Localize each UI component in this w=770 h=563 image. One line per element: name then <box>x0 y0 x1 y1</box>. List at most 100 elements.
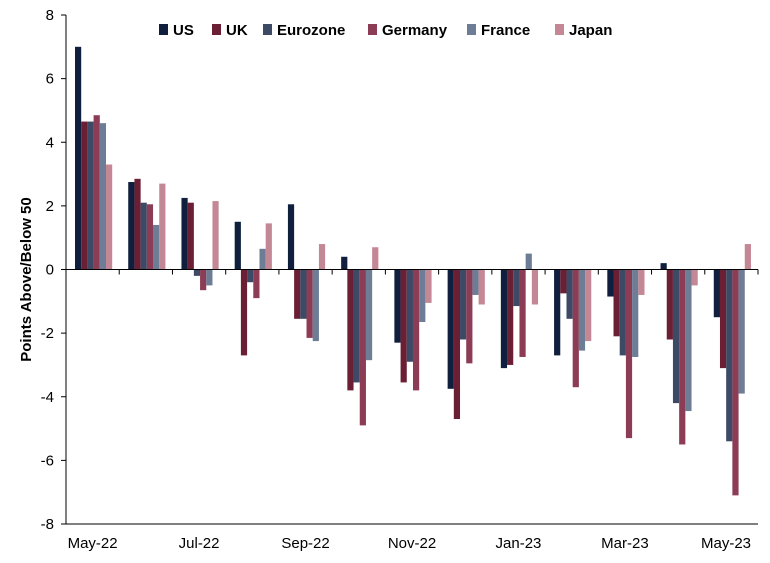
bar-japan-jul-22 <box>212 201 219 270</box>
bar-japan-jun-22 <box>159 183 166 270</box>
legend-swatch <box>368 24 377 35</box>
bar-uk-aug-22 <box>240 269 248 356</box>
y-axis-label: Points Above/Below 50 <box>18 197 35 361</box>
legend-label: Japan <box>569 22 612 39</box>
bar-japan-nov-22 <box>425 269 432 303</box>
bar-us-feb-23 <box>554 269 561 356</box>
bar-france-jan-23 <box>525 253 532 270</box>
bar-us-dec-22 <box>447 269 454 389</box>
bar-germany-mar-23 <box>625 269 633 439</box>
legend-swatch <box>263 24 272 35</box>
bar-uk-apr-23 <box>666 269 673 340</box>
bar-germany-nov-22 <box>412 269 420 391</box>
y-tick-label: 4 <box>46 134 54 151</box>
y-tick-label: 8 <box>46 7 54 24</box>
bar-eurozone-aug-22 <box>247 269 254 283</box>
legend-item-germany: Germany <box>368 22 448 39</box>
bar-uk-jan-23 <box>507 269 514 365</box>
x-tick-label: Sep-22 <box>281 535 329 552</box>
bar-eurozone-may-22 <box>87 121 94 270</box>
bar-germany-dec-22 <box>466 269 473 364</box>
bar-france-sep-22 <box>312 269 319 342</box>
bar-germany-jan-23 <box>519 269 526 357</box>
x-tick-label: May-23 <box>701 535 751 552</box>
bar-germany-jul-22 <box>200 269 207 291</box>
bar-us-mar-23 <box>607 269 614 297</box>
y-tick-label: 0 <box>46 262 54 279</box>
bar-uk-feb-23 <box>560 269 567 294</box>
bar-us-apr-23 <box>660 263 667 270</box>
bar-germany-feb-23 <box>572 269 579 388</box>
legend-swatch <box>467 24 476 35</box>
bar-us-nov-22 <box>394 269 401 343</box>
bar-eurozone-feb-23 <box>566 269 573 319</box>
bar-japan-oct-22 <box>372 247 379 270</box>
bar-uk-oct-22 <box>347 269 354 391</box>
bar-germany-may-23 <box>732 269 739 496</box>
bar-uk-nov-22 <box>400 269 407 383</box>
bar-france-may-22 <box>99 123 106 270</box>
bar-france-jul-22 <box>206 269 213 286</box>
bar-japan-sep-22 <box>318 244 326 270</box>
legend-item-uk: UK <box>212 22 248 39</box>
bar-eurozone-jul-22 <box>193 269 201 276</box>
bar-france-may-23 <box>738 269 745 394</box>
bar-us-jun-22 <box>128 182 135 270</box>
y-tick-label: -8 <box>41 516 54 533</box>
bar-us-jul-22 <box>181 197 188 270</box>
legend-item-us: US <box>159 22 194 39</box>
x-tick-label: Jul-22 <box>179 535 220 552</box>
legend-label: US <box>173 22 194 39</box>
y-tick-label: -2 <box>41 325 54 342</box>
bar-us-may-22 <box>75 46 82 270</box>
bar-eurozone-sep-22 <box>300 269 307 319</box>
bar-germany-oct-22 <box>359 269 366 426</box>
bar-eurozone-dec-22 <box>460 269 467 340</box>
axes-layer: -8 -6 -4 -2 0 2 4 6 8 May-22 Jul-22 Sep-22 Nov-22 Jan… <box>41 7 759 552</box>
bar-france-nov-22 <box>419 269 426 322</box>
bar-japan-aug-22 <box>265 223 272 270</box>
bar-eurozone-oct-22 <box>353 269 360 383</box>
bar-japan-mar-23 <box>638 269 645 295</box>
bar-eurozone-nov-22 <box>406 269 413 362</box>
bar-uk-dec-22 <box>453 269 461 420</box>
bar-germany-may-22 <box>93 115 100 270</box>
x-tick-label: Mar-23 <box>601 535 649 552</box>
y-tick-label: -6 <box>41 452 54 469</box>
bar-eurozone-jan-23 <box>513 269 520 307</box>
legend-label: Germany <box>382 22 448 39</box>
legend-label: UK <box>226 22 248 39</box>
bar-japan-jan-23 <box>531 269 539 305</box>
bar-us-may-23 <box>713 269 720 318</box>
bar-japan-feb-23 <box>585 269 592 342</box>
bar-uk-jul-22 <box>187 202 194 270</box>
x-tick-label: May-22 <box>68 535 118 552</box>
bar-japan-may-23 <box>744 244 751 270</box>
bar-germany-apr-23 <box>679 269 686 445</box>
bar-france-apr-23 <box>685 269 692 412</box>
bar-france-jun-22 <box>153 224 160 270</box>
bar-us-oct-22 <box>341 256 348 270</box>
bar-eurozone-apr-23 <box>672 269 680 404</box>
bar-japan-dec-22 <box>478 269 485 305</box>
bars-layer <box>75 46 751 496</box>
y-tick-label: 2 <box>46 198 54 215</box>
bar-germany-aug-22 <box>253 269 260 299</box>
legend-swatch <box>555 24 564 35</box>
bar-germany-jun-22 <box>146 204 154 270</box>
bar-france-dec-22 <box>472 269 479 295</box>
bar-france-feb-23 <box>578 269 586 351</box>
bar-france-aug-22 <box>259 248 266 270</box>
bar-uk-jun-22 <box>134 178 141 270</box>
bar-eurozone-may-23 <box>726 269 733 442</box>
legend: US UK Eurozone Germany France Japan <box>159 22 612 39</box>
bar-france-mar-23 <box>632 269 639 357</box>
bar-japan-may-22 <box>106 164 113 270</box>
legend-swatch <box>159 24 168 35</box>
x-tick-label: Nov-22 <box>388 535 436 552</box>
bar-us-jan-23 <box>500 269 508 369</box>
y-tick-label: -4 <box>41 389 54 406</box>
bar-eurozone-jun-22 <box>140 202 147 270</box>
legend-swatch <box>212 24 221 35</box>
